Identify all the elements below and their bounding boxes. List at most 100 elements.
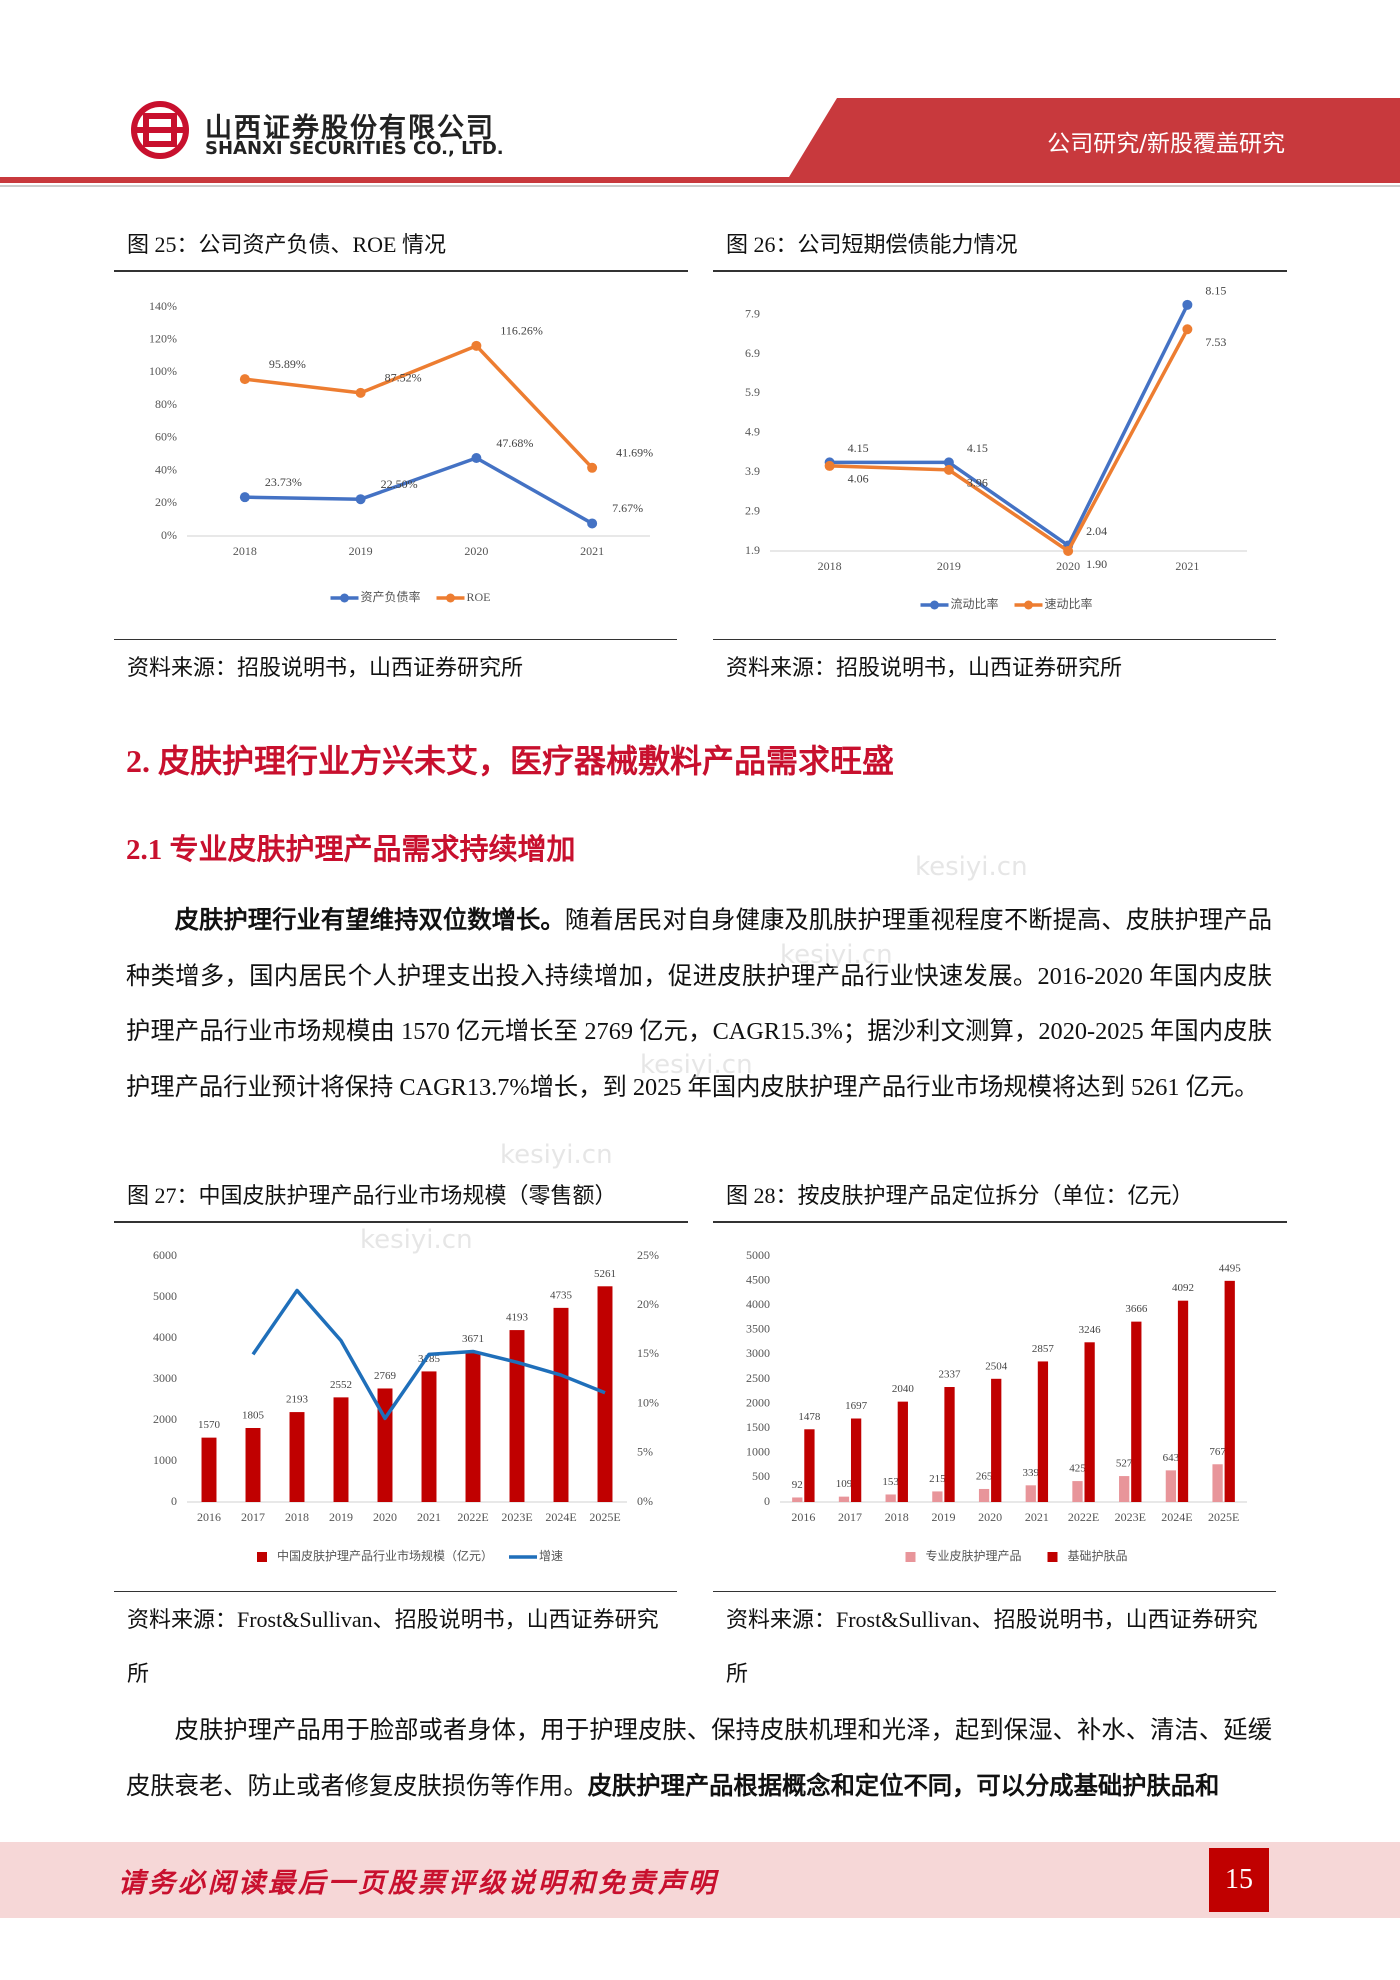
y-tick-label: 6000 [153,1248,177,1262]
legend-swatch-marker [446,593,455,603]
y-tick-label: 5000 [746,1248,770,1262]
data-label: 4495 [1219,1262,1242,1274]
bar [465,1351,481,1502]
point [587,518,598,529]
legend-label: 中国皮肤护理产品行业市场规模（亿元） [277,1548,493,1563]
bar [944,1387,955,1502]
legend-label: 专业皮肤护理产品 [926,1548,1022,1563]
y-tick-label: 20% [155,495,177,509]
figure: 图 27：中国皮肤护理产品行业市场规模（零售额） 0 1000 2000 3000 40… [114,1169,688,1701]
line [251,1288,606,1421]
line [244,456,593,525]
y-tick-label: 4.9 [745,425,760,439]
x-tick-label: 2019 [349,544,373,558]
legend-label: ROE [467,590,491,604]
company-en: SHANXI SECURITIES CO., LTD. [205,138,504,159]
chart: 1.9 2.9 3.9 4.9 5.9 6.9 7.9 2018 2019 2020 2021 4.1… [745,284,1247,611]
legend-swatch-marker [1024,600,1033,610]
watermark: kesiyi.cn [780,940,893,970]
bar [1072,1481,1083,1502]
page-number: 15 [1209,1848,1269,1912]
y-tick-label: 2000 [746,1395,770,1409]
watermark: kesiyi.cn [500,1140,613,1170]
x-tick-label: 2017 [838,1510,862,1524]
line [829,304,1189,548]
data-label: 4.15 [848,441,869,455]
y2-tick-label: 25% [637,1248,659,1262]
watermark: kesiyi.cn [915,852,1028,882]
bar [1037,1361,1049,1502]
x-tick-label: 2024E [545,1510,576,1524]
point [471,340,482,351]
x-tick-label: 2025E [589,1510,620,1524]
point [239,492,250,503]
paragraph: 皮肤护理产品用于脸部或者身体，用于护理皮肤、保持皮肤机理和光泽，起到保湿、补水、… [126,1703,1272,1814]
data-label: 2552 [330,1379,352,1391]
report-category: 公司研究/新股覆盖研究 [1047,131,1285,157]
y-tick-label: 140% [149,299,177,313]
data-label: 265 [976,1470,993,1482]
data-label: 4735 [550,1289,573,1301]
data-label: 1697 [845,1400,868,1412]
point [1182,324,1193,335]
data-label: 3666 [1125,1303,1148,1315]
company-cn: 山西证券股份有限公司 [205,113,495,144]
x-tick-label: 2018 [285,1510,309,1524]
y-tick-label: 0 [764,1494,770,1508]
bar [421,1371,437,1502]
header-graphics [0,98,1400,187]
paragraph: 皮肤护理行业有望维持双位数增长。随着居民对自身健康及肌肤护理重视程度不断提高、皮… [126,893,1272,1115]
point [355,387,366,398]
header-rule-grey [0,185,1400,187]
x-tick-label: 2021 [1175,559,1199,573]
bar [991,1378,1002,1502]
legend-label: 速动比率 [1045,596,1093,611]
y-tick-label: 0 [171,1494,177,1508]
y-tick-label: 60% [155,430,177,444]
logo [131,101,189,159]
data-label: 2857 [1032,1343,1055,1355]
x-tick-label: 2018 [885,1510,909,1524]
legend-swatch [905,1552,916,1562]
legend-swatch [1047,1552,1058,1562]
y-tick-label: 1.9 [745,543,760,557]
x-tick-label: 2019 [931,1510,955,1524]
figure-source: 资料来源：Frost&Sullivan、招股说明书，山西证券研究所 [114,1591,677,1701]
point [239,374,250,385]
bar [1119,1476,1130,1502]
subsection-heading: 2.1 专业皮肤护理产品需求持续增加 [126,834,576,866]
point [943,464,954,475]
data-label: 3246 [1079,1324,1102,1336]
data-label: 22.50% [381,477,418,491]
y-tick-label: 2500 [746,1371,770,1385]
bar [897,1401,908,1502]
point [355,494,366,505]
chart: 0% 20% 40% 60% 80% 100% 120% 140% 2018 2019 2020 20… [149,299,653,604]
figure: 图 25：公司资产负债、ROE 情况 0% 20% 40% 60% 80% 100% 120… [114,218,688,695]
y-tick-label: 7.9 [745,306,760,320]
data-label: 4.15 [967,441,988,455]
data-label: 4.06 [848,472,869,486]
figure-source: 资料来源：招股说明书，山西证券研究所 [114,639,677,695]
data-label: 215 [929,1473,946,1485]
y-tick-label: 4000 [746,1297,770,1311]
bar [1025,1485,1036,1502]
data-label: 5261 [594,1268,616,1280]
data-label: 47.68% [496,436,533,450]
figure-caption: 图 25：公司资产负债、ROE 情况 [114,218,688,272]
y2-tick-label: 10% [637,1395,659,1409]
bar [978,1488,990,1502]
x-tick-label: 2025E [1208,1510,1239,1524]
y-tick-label: 2000 [153,1412,177,1426]
point [1063,546,1074,556]
bar [932,1491,943,1502]
x-tick-label: 2019 [329,1510,353,1524]
bar [850,1418,862,1502]
data-label: 767 [1209,1446,1226,1458]
chart: 0 1000 2000 3000 4000 5000 6000 0% 5% 10% 15% 20% 25… [153,1248,659,1563]
data-label: 41.69% [616,446,653,460]
data-label: 153 [882,1476,899,1488]
footer-band [0,1842,1400,1918]
data-label: 2193 [286,1394,309,1406]
point [471,453,482,464]
